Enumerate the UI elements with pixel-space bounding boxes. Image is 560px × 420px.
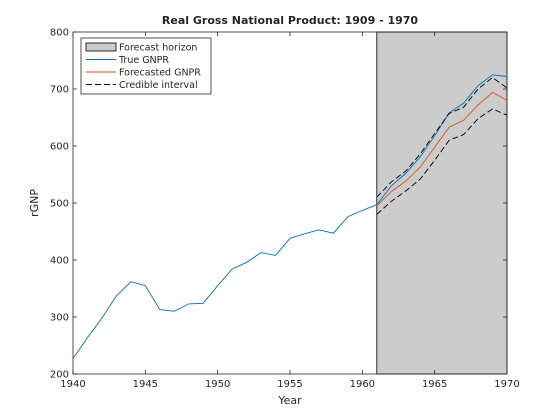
forecast-horizon-region [376,31,508,375]
x-axis-label: Year [277,394,302,407]
legend-entry-label: True GNPR [118,55,169,66]
legend-swatch-forecast-horizon [85,42,117,52]
x-tick-label: 1970 [494,379,519,390]
series-line-true-gnpr [72,74,508,359]
y-tick-label: 300 [50,313,69,324]
y-tick-label: 600 [50,142,69,153]
series-line-credible-interval [376,77,508,198]
legend-entry-label: Forecasted GNPR [119,68,201,79]
chart-title: Real Gross National Product: 1909 - 1970 [162,14,419,27]
legend-entry-label: Credible interval [119,80,198,91]
y-tick-label: 200 [50,370,69,381]
x-tick-label: 1955 [277,379,302,390]
legend-entry-label: Forecast horizon [119,43,197,54]
series-line-forecasted-gnpr [376,91,508,207]
x-tick-label: 1950 [205,379,230,390]
y-axis-label: rGNP [28,189,41,217]
series-line-credible-interval-lower [376,108,508,215]
x-tick-label: 1945 [133,379,158,390]
plot-area: 1940 1945 1950 1955 1960 1965 1970 200 300 400 500… [50,28,520,391]
y-tick-label: 700 [50,85,69,96]
y-tick-label: 800 [50,28,69,39]
y-tick-label: 500 [50,199,69,210]
x-tick-label: 1960 [350,379,375,390]
x-tick-label: 1965 [422,379,447,390]
y-tick-label: 400 [50,256,69,267]
x-tick-label: 1940 [60,379,85,390]
